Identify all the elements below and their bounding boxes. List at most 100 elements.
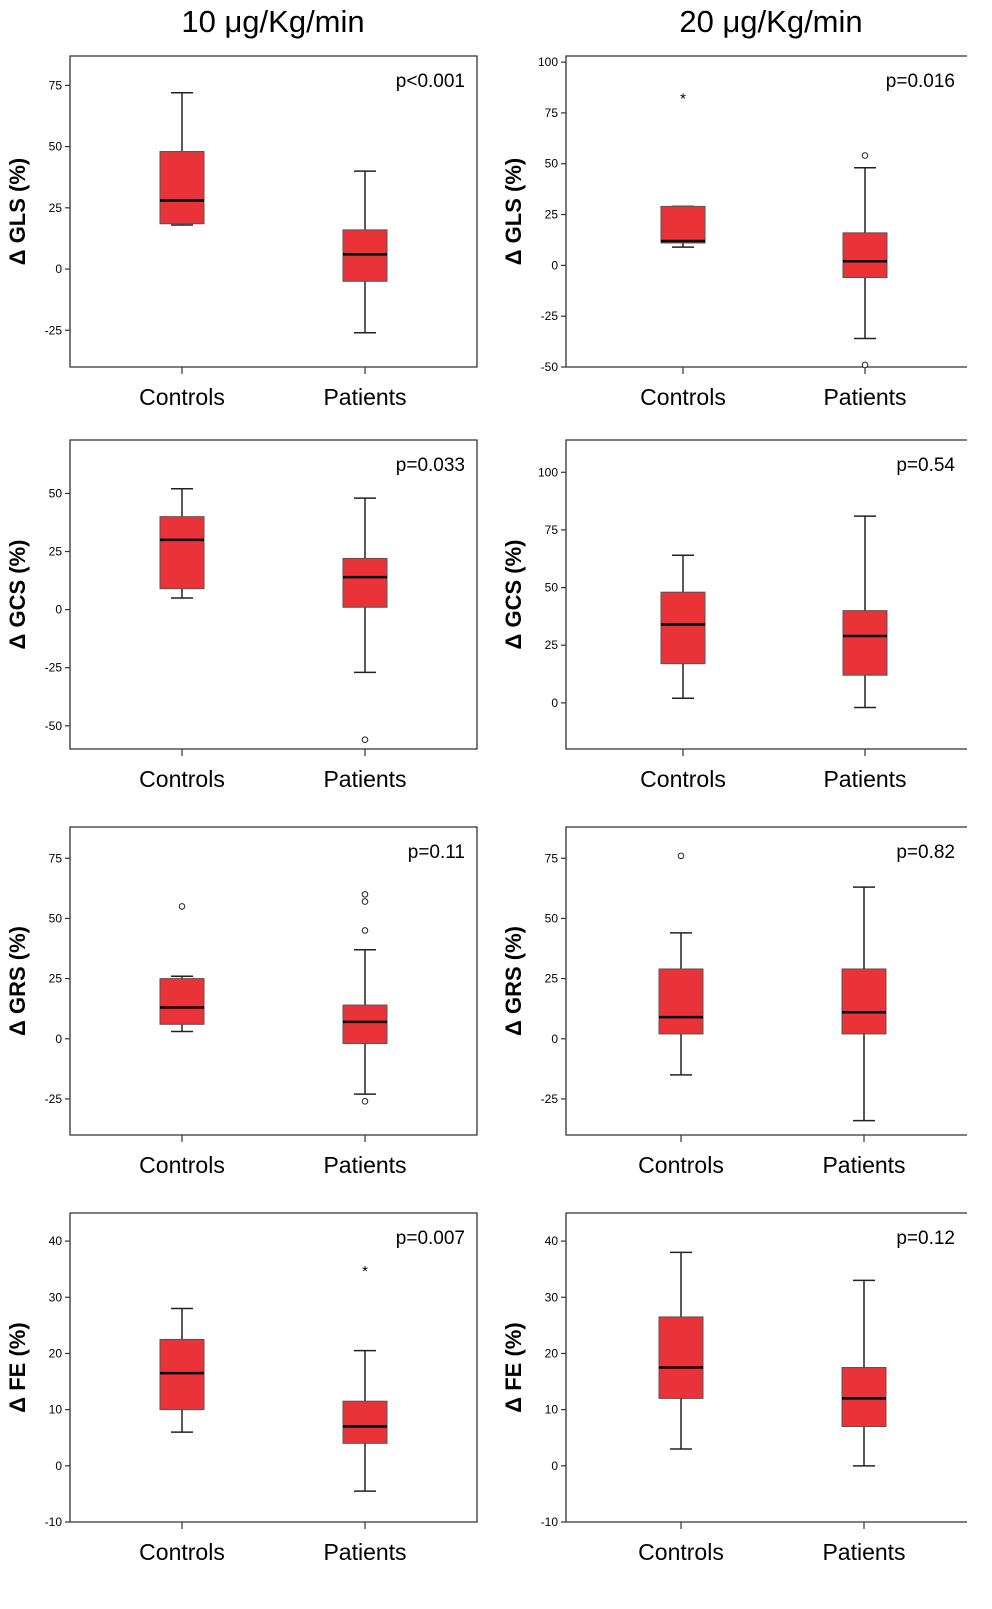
p-value-annotation: p=0.12 (896, 1228, 955, 1249)
y-tick-label: -25 (541, 1092, 559, 1106)
outlier-point (178, 903, 186, 910)
y-tick-label: -50 (45, 719, 63, 733)
iqr-box (159, 978, 205, 1025)
y-tick-label: 0 (551, 1032, 558, 1046)
y-axis-label: Δ FE (%) (5, 1322, 30, 1412)
y-tick-label: 0 (551, 696, 558, 710)
y-tick-label: 50 (545, 157, 559, 171)
y-tick-label: 75 (545, 106, 559, 120)
y-tick-label: 100 (538, 55, 558, 69)
y-tick-label: 50 (49, 486, 63, 500)
y-tick-label: -10 (45, 1515, 63, 1529)
y-tick-label: 50 (545, 581, 559, 595)
x-category-label: Controls (638, 1152, 724, 1178)
y-tick-label: 75 (49, 851, 63, 865)
iqr-box (842, 610, 888, 676)
x-category-label: Patients (323, 766, 406, 792)
outlier-point (861, 361, 869, 369)
plot-frame (69, 1212, 478, 1523)
iqr-box (660, 205, 706, 244)
y-tick-label: 25 (49, 545, 63, 559)
p-value-annotation: p<0.001 (396, 71, 465, 92)
iqr-box (841, 968, 887, 1035)
x-category-label: Patients (323, 1152, 406, 1178)
column-title-10: 10 μg/Kg/min (181, 4, 365, 39)
iqr-box (660, 591, 706, 665)
outlier-point (677, 852, 685, 860)
x-category-label: Controls (640, 766, 726, 792)
y-tick-label: 25 (49, 201, 63, 215)
plot-frame (565, 439, 967, 750)
p-value-annotation: p=0.033 (396, 455, 465, 476)
y-tick-label: 10 (545, 1403, 559, 1417)
y-tick-label: 100 (538, 465, 558, 479)
outlier-point (361, 898, 369, 905)
outlier-point (361, 927, 369, 934)
iqr-box (842, 232, 888, 279)
x-category-label: Patients (822, 1539, 905, 1565)
extreme-point: * (362, 1263, 368, 1280)
iqr-box (342, 1400, 388, 1444)
y-tick-label: 40 (49, 1234, 63, 1248)
y-tick-label: 0 (55, 1459, 62, 1473)
x-category-label: Controls (139, 1152, 225, 1178)
iqr-box (342, 557, 388, 608)
y-axis-label: Δ GCS (%) (5, 540, 30, 650)
outlier-point (361, 891, 369, 898)
x-category-label: Controls (640, 384, 726, 410)
y-tick-label: -25 (45, 661, 63, 675)
y-tick-label: 75 (545, 523, 559, 537)
plot-frame (565, 1212, 967, 1523)
y-tick-label: 25 (545, 972, 559, 986)
y-tick-label: 25 (49, 972, 63, 986)
y-tick-label: 10 (49, 1403, 63, 1417)
p-value-annotation: p=0.82 (896, 842, 955, 863)
y-tick-label: -50 (541, 360, 559, 374)
y-tick-label: -10 (541, 1515, 559, 1529)
y-tick-label: 0 (55, 262, 62, 276)
y-tick-label: 50 (49, 140, 63, 154)
x-category-label: Patients (323, 1539, 406, 1565)
iqr-box (658, 1316, 704, 1399)
y-tick-label: 75 (49, 78, 63, 92)
p-value-annotation: p=0.54 (896, 455, 955, 476)
y-tick-label: 75 (545, 851, 559, 865)
column-title-20: 20 μg/Kg/min (679, 4, 863, 39)
y-axis-label: Δ GCS (%) (501, 540, 526, 650)
y-tick-label: -25 (45, 1092, 63, 1106)
y-tick-label: 50 (49, 911, 63, 925)
outlier-point (361, 1098, 369, 1105)
y-axis-label: Δ GLS (%) (5, 158, 30, 265)
y-axis-label: Δ GRS (%) (501, 926, 526, 1036)
y-tick-label: 30 (545, 1290, 559, 1304)
y-tick-label: 0 (551, 1459, 558, 1473)
y-tick-label: 30 (49, 1290, 63, 1304)
x-category-label: Patients (823, 384, 906, 410)
iqr-box (159, 1338, 205, 1411)
outlier-point (861, 152, 869, 159)
iqr-box (159, 151, 205, 225)
y-axis-label: Δ FE (%) (501, 1322, 526, 1412)
plot-frame (69, 826, 478, 1136)
y-tick-label: 20 (545, 1346, 559, 1360)
plot-frame (565, 55, 967, 368)
x-category-label: Controls (638, 1539, 724, 1565)
outlier-point (361, 736, 369, 744)
x-category-label: Patients (822, 1152, 905, 1178)
y-tick-label: 40 (545, 1234, 559, 1248)
y-axis-label: Δ GLS (%) (501, 158, 526, 265)
x-category-label: Controls (139, 766, 225, 792)
iqr-box (342, 1004, 388, 1045)
y-tick-label: -25 (541, 309, 559, 323)
y-tick-label: 50 (545, 911, 559, 925)
p-value-annotation: p=0.11 (408, 842, 465, 863)
y-tick-label: 0 (55, 603, 62, 617)
